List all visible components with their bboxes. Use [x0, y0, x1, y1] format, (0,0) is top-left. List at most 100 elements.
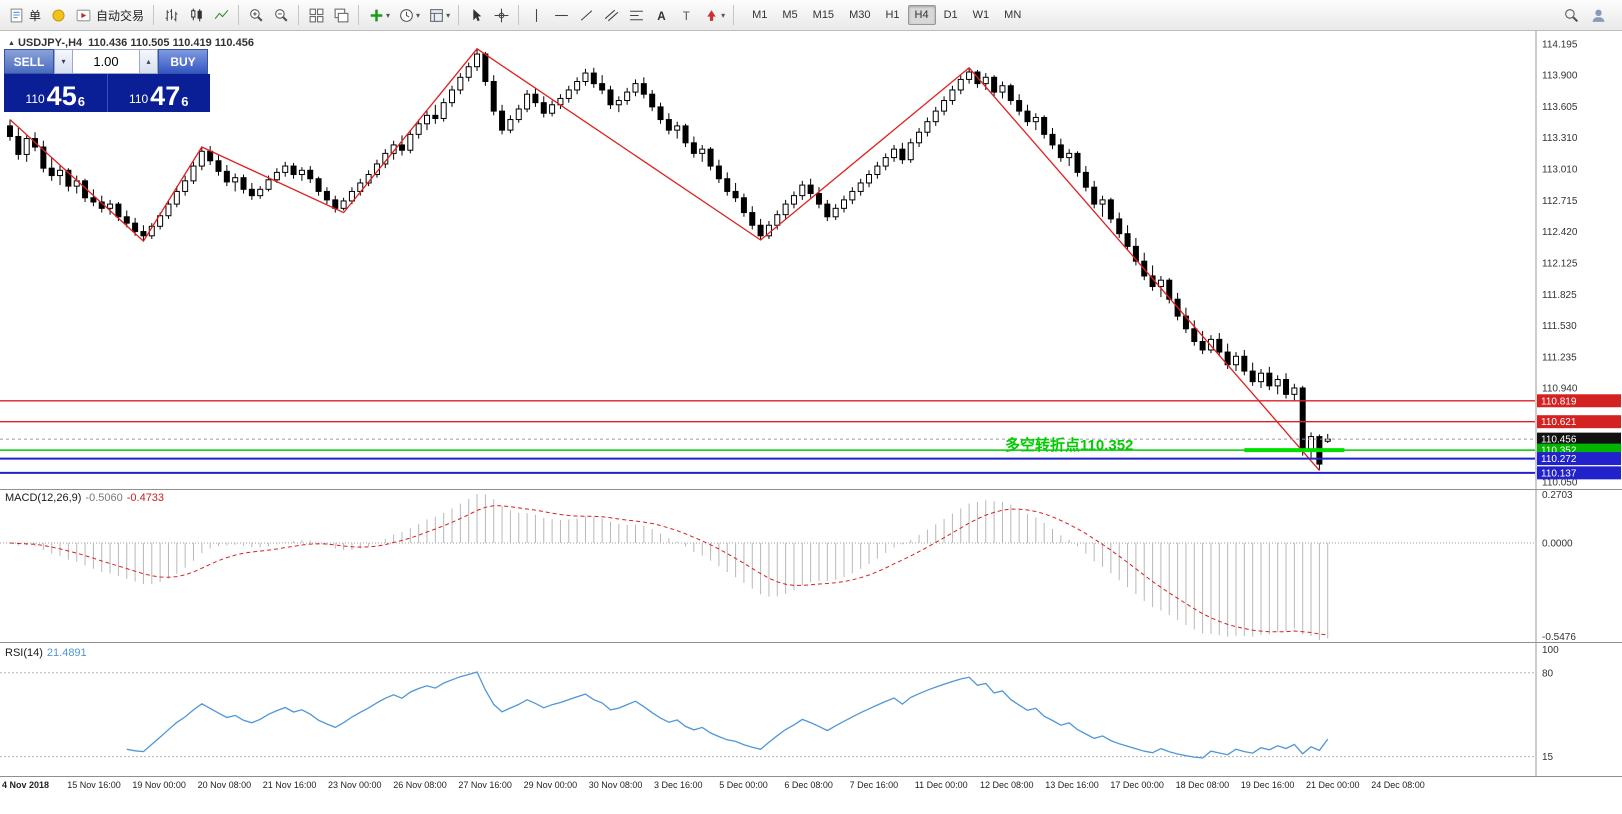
- indicators-add-icon[interactable]: [364, 3, 388, 27]
- zoom-out-icon[interactable]: [269, 3, 293, 27]
- toolbar-separator: [298, 5, 300, 25]
- time-axis-label: 4 Nov 2018: [2, 780, 49, 790]
- price-tag: [1537, 415, 1621, 429]
- time-axis-label: 12 Dec 08:00: [980, 780, 1034, 790]
- arrows-tool-icon[interactable]: [699, 3, 723, 27]
- periods-dropdown-caret-icon[interactable]: ▾: [416, 10, 421, 20]
- bid-prefix: 110: [25, 92, 45, 106]
- bar-chart-icon[interactable]: [159, 3, 183, 27]
- label-tool-icon[interactable]: T: [674, 3, 698, 27]
- candlestick-chart-icon[interactable]: [184, 3, 208, 27]
- svg-text:113.310: 113.310: [1542, 133, 1578, 144]
- timeframe-button-m30[interactable]: M30: [849, 9, 871, 21]
- periods-clock-icon[interactable]: [394, 3, 418, 27]
- search-icon[interactable]: [1559, 3, 1583, 27]
- macd-signal-line: [9, 505, 1328, 636]
- new-order-icon[interactable]: [4, 3, 28, 27]
- macd-name: MACD(12,26,9): [5, 492, 82, 504]
- autotrading-label[interactable]: 自动交易: [96, 8, 145, 23]
- time-axis-label: 26 Nov 08:00: [393, 780, 447, 790]
- ohlc-values: 110.436 110.505 110.419 110.456: [88, 37, 254, 49]
- vertical-line-tool-icon[interactable]: [524, 3, 548, 27]
- mql5-community-icon[interactable]: [46, 3, 70, 27]
- cursor-icon[interactable]: [464, 3, 488, 27]
- svg-text:113.010: 113.010: [1542, 165, 1578, 176]
- volume-decrease-button[interactable]: ▾: [54, 49, 73, 74]
- rsi-name: RSI(14): [5, 647, 43, 659]
- autotrading-icon[interactable]: [71, 3, 95, 27]
- fibonacci-tool-icon[interactable]: [624, 3, 648, 27]
- templates-dropdown-caret-icon[interactable]: ▾: [446, 10, 451, 20]
- price-tag: [1537, 466, 1621, 480]
- crosshair-icon[interactable]: [489, 3, 513, 27]
- timeframe-button-m15[interactable]: M15: [812, 9, 835, 21]
- zigzag-line: [9, 47, 1320, 471]
- timeframe-button-d1[interactable]: D1: [943, 9, 958, 21]
- toolbar-separator: [518, 5, 520, 25]
- time-axis[interactable]: 4 Nov 2018 15 Nov 16:00 19 Nov 00:00 20 Nov…: [2, 780, 1425, 790]
- ask-big-digits: 47: [150, 81, 181, 112]
- timeframe-button-h4[interactable]: H4: [907, 5, 936, 25]
- symbol-period-text: USDJPY-,H4: [17, 37, 83, 49]
- svg-text:111.825: 111.825: [1542, 290, 1577, 301]
- svg-text:15: 15: [1542, 752, 1554, 763]
- svg-text:T: T: [682, 9, 689, 22]
- horizontal-line-tool-icon[interactable]: [549, 3, 573, 27]
- toolbar: 单 自动交易 ▾ ▾ ▾: [0, 0, 1622, 31]
- bid-big-digits: 45: [46, 81, 77, 112]
- chart-canvas[interactable]: 114.195 113.900 113.605 113.310 113.010 112.7…: [0, 31, 1622, 793]
- svg-text:110.621: 110.621: [1541, 417, 1577, 428]
- indicators-dropdown-caret-icon[interactable]: ▾: [386, 10, 391, 20]
- toolbar-separator: [238, 5, 240, 25]
- text-tool-icon[interactable]: A: [649, 3, 673, 27]
- candlestick-series: [7, 48, 1331, 471]
- volume-input[interactable]: [73, 49, 139, 74]
- chart-objects: [0, 47, 1535, 474]
- templates-icon[interactable]: [424, 3, 448, 27]
- timeframe-button-m1[interactable]: M1: [752, 9, 768, 21]
- ask-prefix: 110: [129, 92, 149, 106]
- new-order-label[interactable]: 单: [29, 8, 42, 23]
- channel-tool-icon[interactable]: [599, 3, 623, 27]
- timeframe-button-mn[interactable]: MN: [1004, 9, 1022, 21]
- trendline-tool-icon[interactable]: [574, 3, 598, 27]
- arrows-dropdown-caret-icon[interactable]: ▾: [721, 10, 726, 20]
- price-tag: [1537, 452, 1621, 466]
- account-icon[interactable]: [1586, 3, 1610, 27]
- time-axis-label: 20 Nov 08:00: [198, 780, 252, 790]
- bid-price: 110 45 6: [4, 74, 108, 112]
- svg-text:110.819: 110.819: [1541, 396, 1577, 407]
- time-axis-label: 17 Dec 00:00: [1110, 780, 1164, 790]
- timeframe-toolbar: M1 M5 M15 M30 H1 H4 D1 W1 MN: [745, 5, 1028, 25]
- svg-text:113.900: 113.900: [1542, 71, 1578, 82]
- time-axis-label: 13 Dec 16:00: [1045, 780, 1099, 790]
- rsi-panel: 100 80 15: [0, 645, 1559, 763]
- svg-text:111.530: 111.530: [1542, 321, 1577, 332]
- svg-text:110.272: 110.272: [1541, 454, 1577, 465]
- time-axis-label: 3 Dec 16:00: [654, 780, 703, 790]
- cascade-windows-icon[interactable]: [329, 3, 353, 27]
- sell-button[interactable]: SELL: [4, 49, 54, 74]
- timeframe-button-w1[interactable]: W1: [972, 9, 990, 21]
- svg-text:100: 100: [1542, 645, 1559, 656]
- price-axis[interactable]: 114.195 113.900 113.605 113.310 113.010 112.7…: [1535, 31, 1621, 777]
- toolbar-separator: [358, 5, 360, 25]
- rsi-value: 21.4891: [46, 647, 87, 659]
- buy-button[interactable]: BUY: [158, 49, 208, 74]
- timeframe-button-h1[interactable]: H1: [885, 9, 900, 21]
- svg-text:-0.5476: -0.5476: [1542, 632, 1576, 643]
- toolbar-separator: [733, 5, 735, 25]
- time-axis-label: 19 Nov 00:00: [132, 780, 186, 790]
- svg-text:110.137: 110.137: [1541, 468, 1577, 479]
- svg-text:80: 80: [1542, 668, 1554, 679]
- volume-increase-button[interactable]: ▴: [139, 49, 158, 74]
- svg-text:110.456: 110.456: [1541, 435, 1577, 446]
- zoom-in-icon[interactable]: [244, 3, 268, 27]
- svg-text:113.605: 113.605: [1542, 102, 1578, 113]
- chart-symbol-label: ▲ USDJPY-,H4 110.436 110.505 110.419 110.4…: [8, 37, 254, 49]
- ask-pipette: 6: [181, 94, 189, 109]
- timeframe-button-m5[interactable]: M5: [782, 9, 798, 21]
- tile-windows-icon[interactable]: [304, 3, 328, 27]
- line-chart-icon[interactable]: [209, 3, 233, 27]
